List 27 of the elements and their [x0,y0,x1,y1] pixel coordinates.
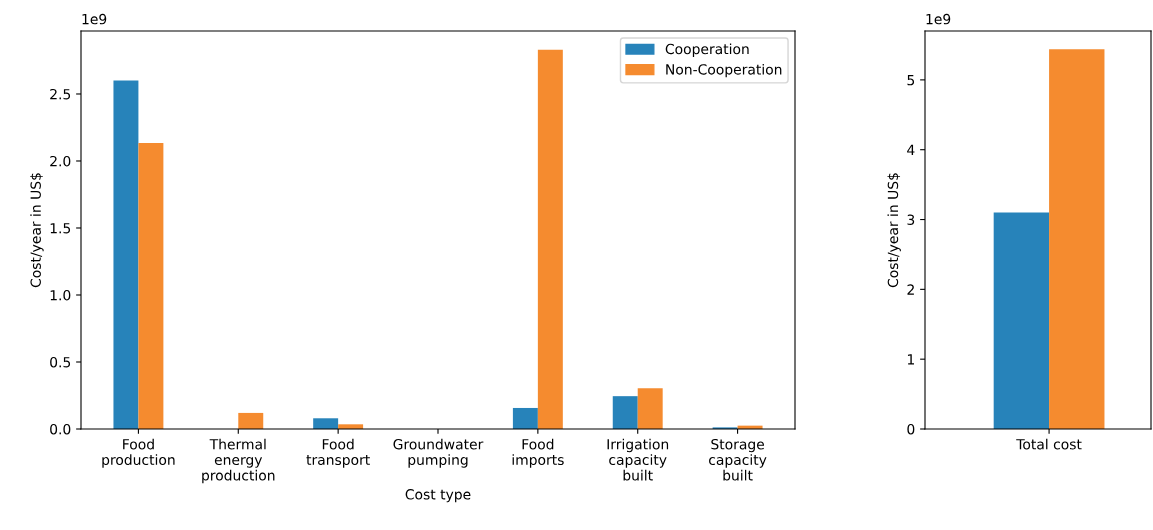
legend-label: Cooperation [665,43,749,57]
y-tick-label: 0 [907,423,915,435]
x-tick-label: Total cost [1016,438,1082,450]
x-tick-label: Food imports [512,438,564,468]
y-axis-title: Cost/year in US$ [887,173,901,288]
text: 1e9 [926,13,951,25]
x-tick-label: Irrigation capacity built [607,438,669,481]
y-tick-label: 2.0 [50,155,71,167]
y-tick-label: 1 [907,354,914,365]
y-tick-label: 1.5 [50,223,71,234]
y-tick-label: 5 [907,75,915,86]
y-tick-label: 0.0 [50,423,71,435]
x-tick-label: Food transport [306,438,370,468]
x-axis-title: Cost type [405,489,471,503]
y-tick-label: 4 [907,144,915,155]
y-tick-label: 0.5 [50,356,71,368]
y-tick-label: 1.0 [50,289,71,301]
legend-label: Non-Cooperation [666,63,782,78]
x-tick-label: Storage capacity built [709,438,767,481]
y-tick-label: 2.5 [50,88,71,100]
y-tick-label: 2 [907,284,914,295]
x-tick-label: Thermal energy production [202,438,275,484]
y-axis-title: Cost/year in US$ [30,173,44,288]
x-tick-label: Food production [102,438,175,468]
y-tick-label: 3 [907,214,915,225]
text: 1e9 [82,13,107,25]
x-tick-label: Groundwater pumping [393,438,484,468]
